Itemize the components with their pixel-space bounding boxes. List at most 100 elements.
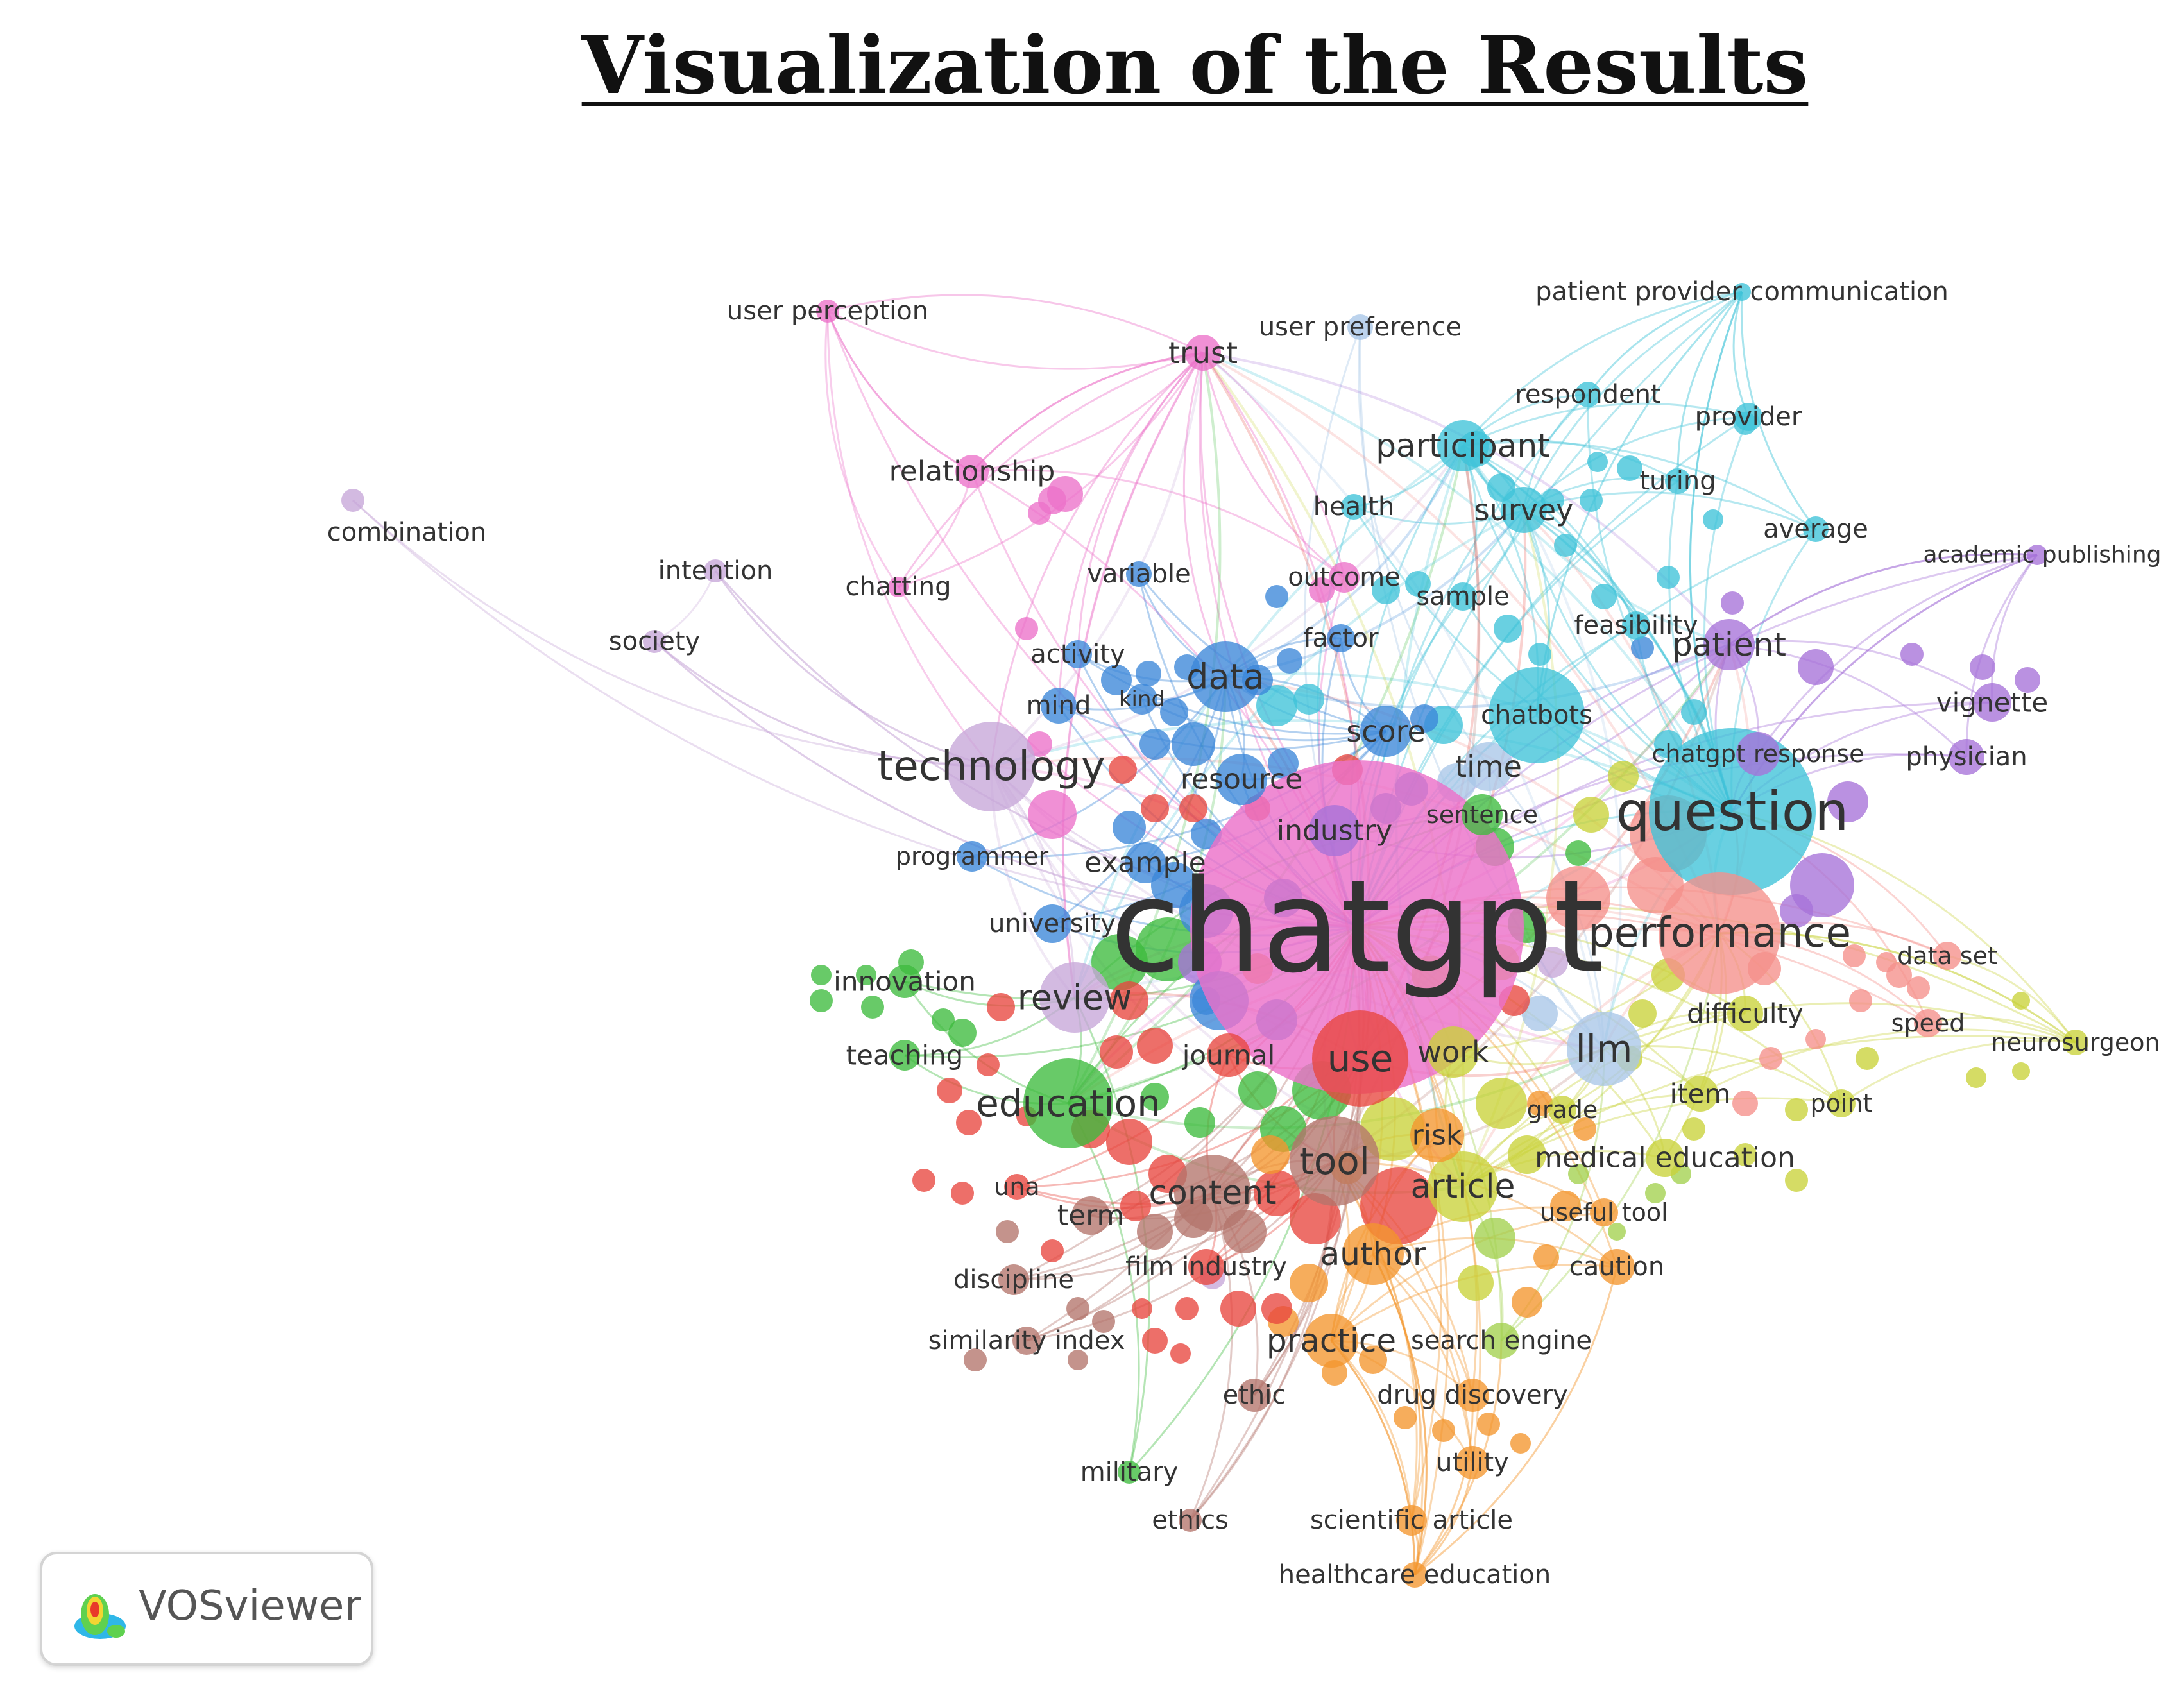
node-innovation	[888, 965, 921, 998]
node-trust	[1185, 335, 1221, 371]
label-speed: speed	[1891, 1009, 1965, 1037]
network-bubble	[1179, 794, 1207, 822]
node-industry	[1309, 805, 1360, 856]
node-technology	[946, 722, 1036, 811]
node-health	[1341, 494, 1367, 520]
network-bubble	[1220, 1291, 1256, 1327]
vosviewer-density-icon	[74, 1594, 126, 1639]
label-time: time	[1455, 749, 1522, 784]
network-bubble	[1537, 947, 1568, 978]
network-bubble	[1512, 1287, 1542, 1318]
node-university	[1033, 904, 1071, 943]
network-edge	[654, 640, 992, 768]
network-bubble	[1527, 1091, 1553, 1116]
network-bubble	[810, 989, 833, 1012]
node-medical-education	[1646, 1139, 1684, 1177]
node-article	[1428, 1151, 1498, 1222]
label-military: military	[1080, 1457, 1179, 1487]
network-bubble	[1028, 790, 1077, 839]
network-bubble	[937, 1078, 962, 1103]
network-edge	[1189, 1192, 1233, 1521]
node-provider	[1734, 403, 1762, 431]
node-respondent	[1575, 382, 1601, 407]
network-bubble	[1573, 797, 1609, 833]
network-bubble	[1432, 1419, 1455, 1442]
network-bubble	[2015, 667, 2040, 693]
node-neurosurgeon	[2063, 1030, 2088, 1055]
network-edge	[1462, 1092, 1701, 1188]
network-bubble	[1458, 1265, 1494, 1301]
network-edge	[1225, 445, 1464, 678]
network-edge	[1413, 1395, 1474, 1575]
node-activity	[1064, 640, 1092, 668]
label-intention: intention	[658, 556, 773, 586]
network-edge	[827, 310, 1204, 370]
network-bubble	[1657, 566, 1680, 589]
node-military	[1118, 1461, 1141, 1484]
node-grade	[1548, 1096, 1576, 1124]
network-bubble	[1591, 584, 1617, 609]
network-bubble	[1805, 1029, 1826, 1049]
node-caution	[1599, 1249, 1635, 1285]
network-bubble	[1091, 934, 1148, 990]
network-bubble	[1970, 654, 1995, 680]
network-edge	[1462, 441, 1816, 530]
network-bubble	[1798, 649, 1834, 685]
network-bubble	[1541, 489, 1564, 512]
label-survey: survey	[1474, 493, 1574, 527]
node-combination	[341, 489, 364, 512]
network-bubble	[1734, 1143, 1757, 1166]
vosviewer-label: VOSviewer	[139, 1583, 361, 1630]
network-bubble	[1141, 794, 1169, 822]
label-discipline: discipline	[953, 1265, 1074, 1294]
network-bubble	[1261, 1293, 1292, 1324]
node-discipline	[998, 1264, 1029, 1295]
node-user-perception	[816, 300, 839, 323]
label-drug-discovery: drug discovery	[1377, 1380, 1568, 1410]
network-bubble	[1522, 996, 1558, 1031]
node-example	[1125, 842, 1166, 883]
label-sample: sample	[1416, 582, 1509, 611]
network-bubble	[1856, 1047, 1879, 1070]
node-difficulty	[1727, 996, 1763, 1031]
node-intention	[704, 559, 727, 582]
label-vignette: vignette	[1936, 687, 2048, 718]
network-edge	[1330, 1340, 1416, 1575]
network-bubble	[1721, 591, 1744, 615]
network-bubble	[811, 965, 832, 985]
network-edge	[1927, 1017, 2076, 1044]
network-bubble	[1565, 840, 1591, 866]
network-edge	[1057, 352, 1204, 706]
node-participant	[1437, 420, 1489, 471]
node-ethics	[1179, 1509, 1202, 1532]
network-bubble	[1759, 1047, 1782, 1070]
network-bubble	[1254, 1170, 1300, 1216]
network-nodes	[341, 283, 2088, 1588]
network-edge	[1700, 1028, 2076, 1095]
network-bubble	[1785, 1169, 1808, 1192]
label-utility: utility	[1436, 1448, 1509, 1477]
label-chatbots: chatbots	[1481, 700, 1592, 730]
network-bubble	[1732, 1091, 1758, 1116]
node-teaching	[889, 1040, 920, 1071]
network-edge	[1732, 291, 1750, 418]
network-edge	[1523, 491, 1816, 530]
network-bubble	[1528, 643, 1551, 666]
label-llm: llm	[1576, 1027, 1633, 1071]
network-bubble	[1066, 1297, 1089, 1320]
label-neurosurgeon: neurosurgeon	[1991, 1028, 2160, 1057]
node-utility	[1456, 1446, 1489, 1479]
network-bubble	[1477, 1413, 1500, 1436]
network-bubble	[1703, 509, 1723, 530]
label-activity: activity	[1030, 640, 1125, 669]
label-useful-tool: useful tool	[1540, 1198, 1668, 1226]
label-similarity-index: similarity index	[928, 1326, 1125, 1355]
vosviewer-badge: VOSviewer	[40, 1552, 373, 1666]
node-data-set	[1933, 942, 1961, 970]
network-bubble	[977, 1053, 1000, 1076]
label-chatting: chatting	[845, 572, 951, 602]
network-bubble	[1141, 1083, 1169, 1111]
label-grade: grade	[1527, 1096, 1598, 1124]
network-bubble	[1550, 1191, 1581, 1221]
